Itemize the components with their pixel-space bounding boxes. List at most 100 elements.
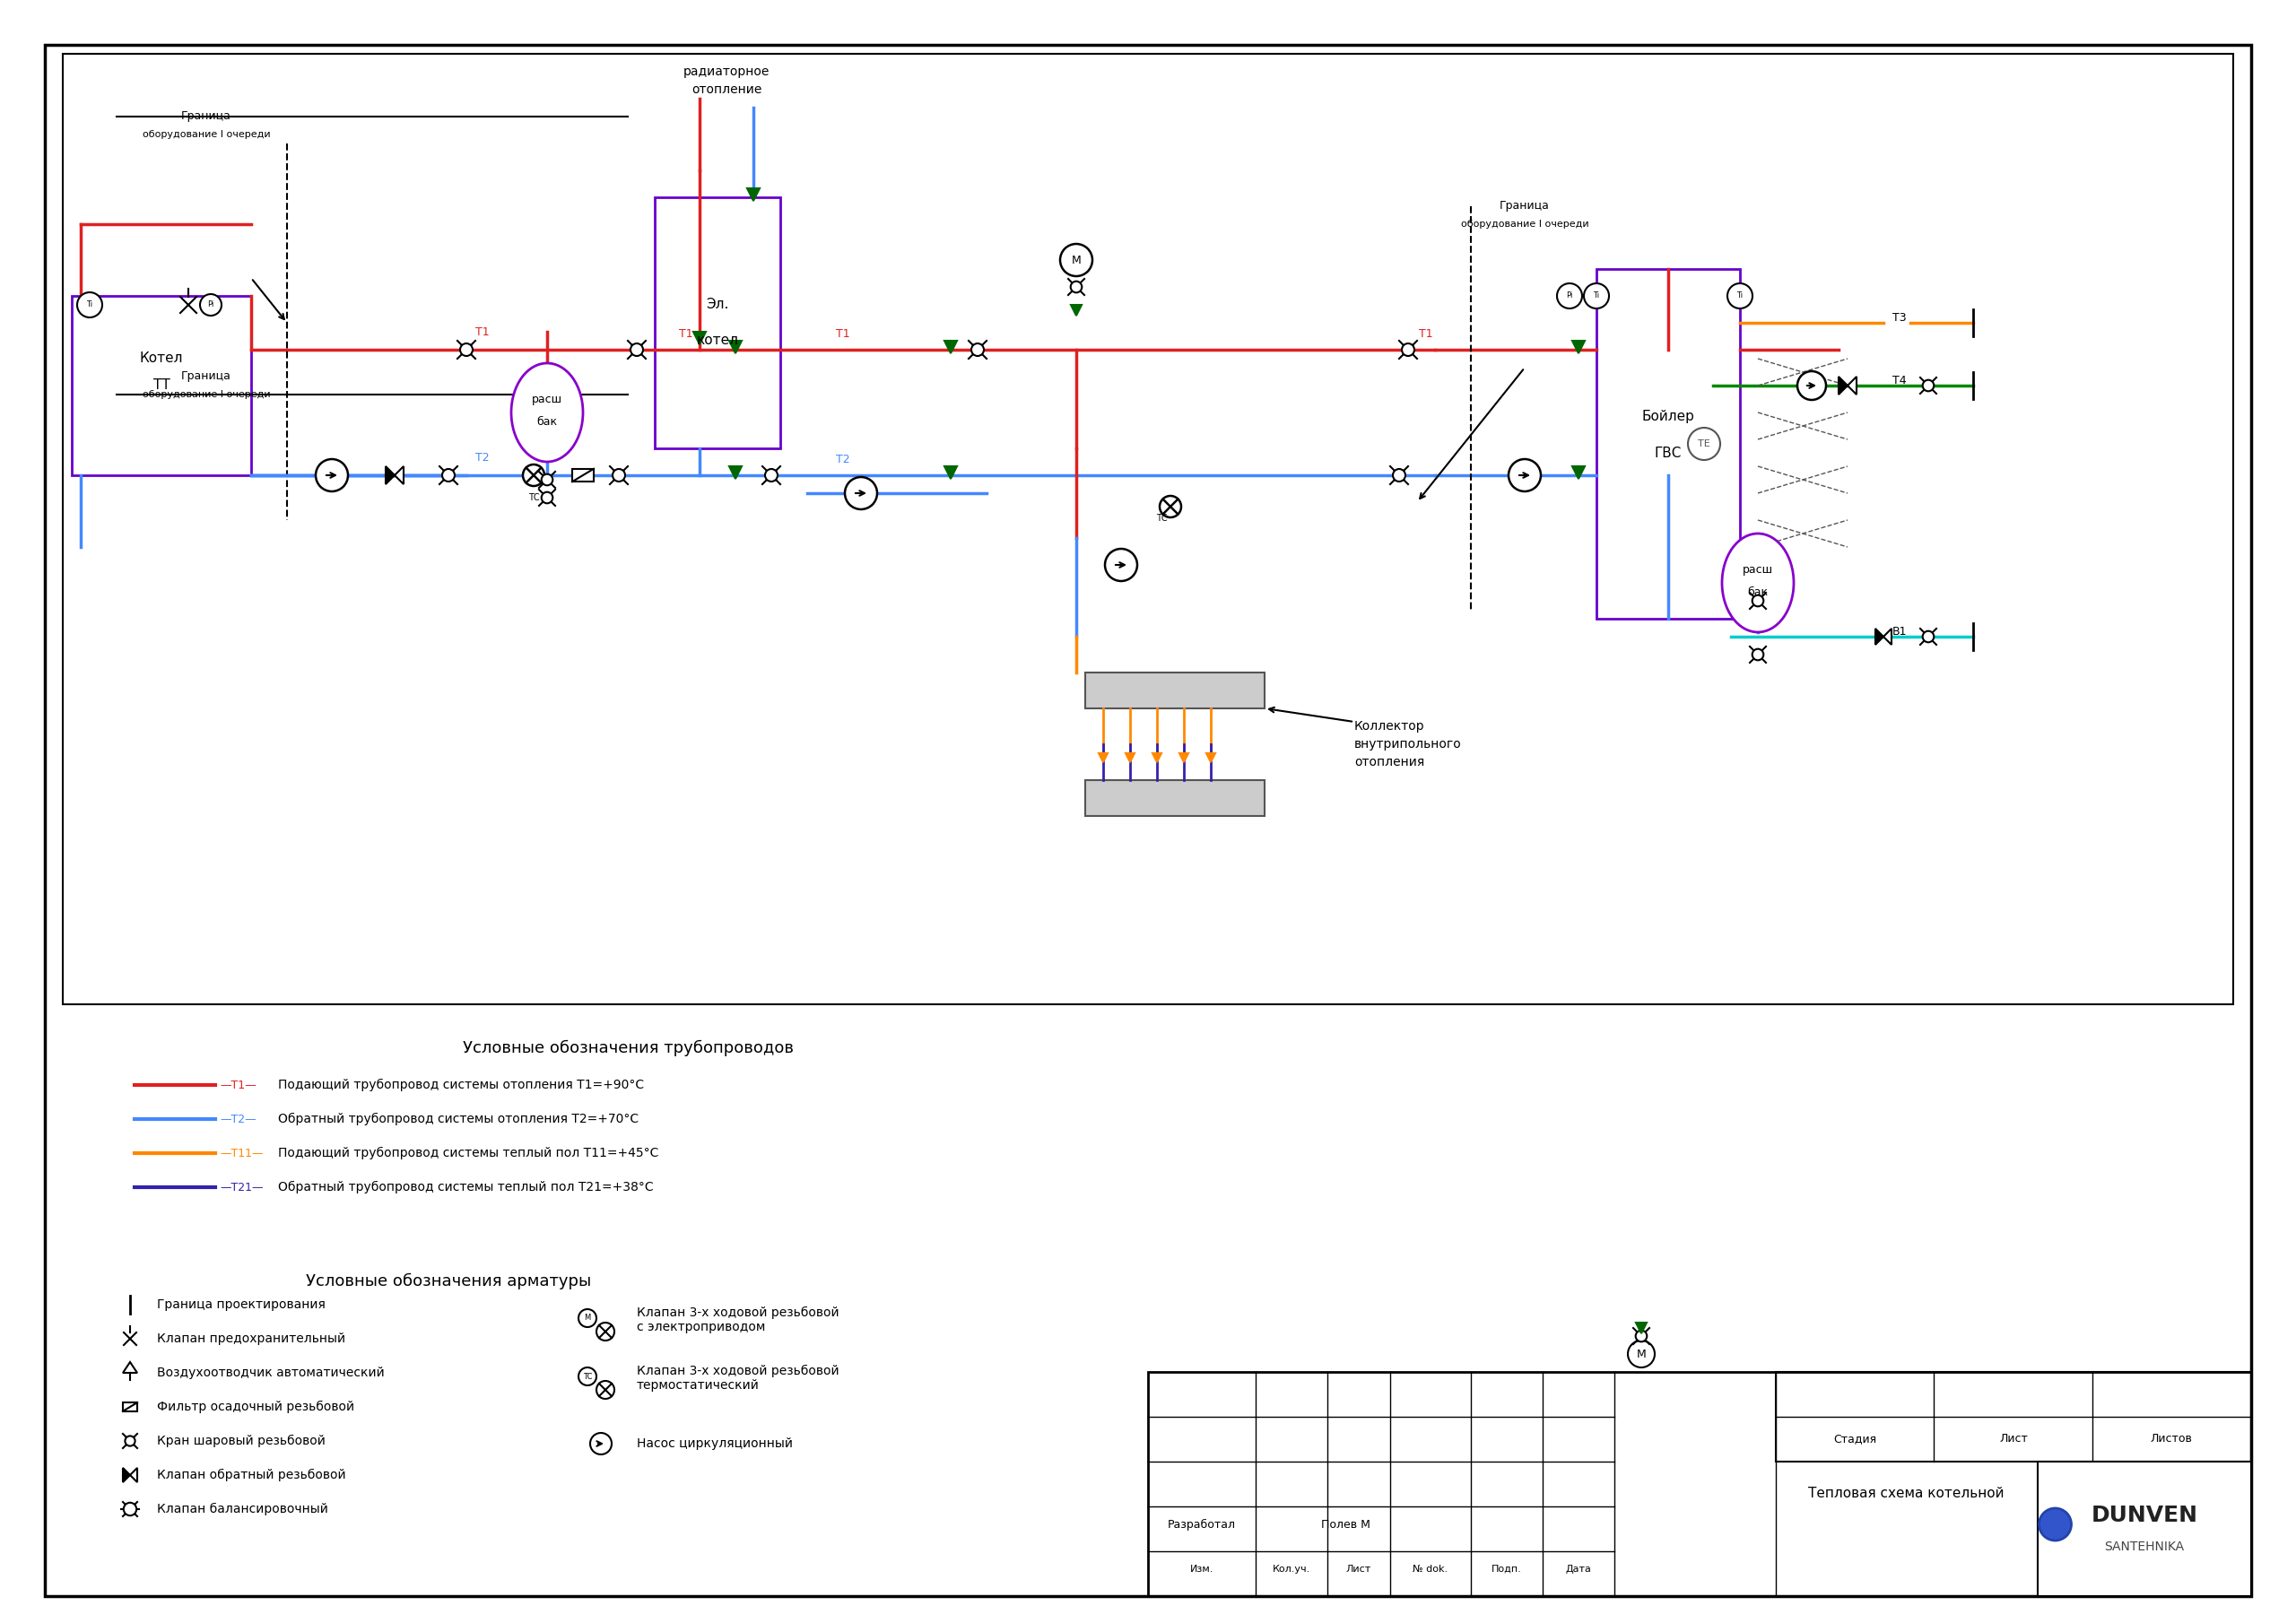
Text: оборудование I очереди: оборудование I очереди [142, 130, 271, 140]
Bar [124, 1402, 138, 1412]
Polygon shape [1100, 753, 1107, 763]
Bar [654, 198, 781, 448]
Text: оборудование I очереди: оборудование I очереди [1460, 219, 1589, 229]
Text: ТТ: ТТ [154, 378, 170, 393]
Text: M: M [1637, 1349, 1646, 1360]
Circle shape [1403, 344, 1414, 355]
Bar [1086, 781, 1265, 816]
Text: —T11—: —T11— [220, 1147, 264, 1159]
Circle shape [1061, 243, 1093, 276]
Polygon shape [131, 1467, 138, 1482]
Text: T1: T1 [680, 328, 693, 339]
Circle shape [1752, 649, 1763, 661]
Text: Стадия: Стадия [1832, 1433, 1876, 1444]
Text: T2: T2 [475, 451, 489, 463]
Text: Подающий трубопровод системы отопления Т1=+90°С: Подающий трубопровод системы отопления Т… [278, 1079, 645, 1091]
Polygon shape [1205, 753, 1215, 763]
Text: Бойлер: Бойлер [1642, 411, 1694, 424]
Circle shape [459, 344, 473, 355]
Polygon shape [386, 466, 395, 484]
Text: T1: T1 [836, 328, 850, 339]
Text: TE: TE [1699, 440, 1711, 448]
Polygon shape [1153, 753, 1162, 763]
Circle shape [523, 464, 544, 485]
Text: котел: котел [696, 334, 739, 347]
Text: Условные обозначения трубопроводов: Условные обозначения трубопроводов [461, 1040, 794, 1057]
Bar [2037, 1462, 2250, 1595]
Text: —T1—: —T1— [220, 1079, 257, 1091]
Text: № dok.: № dok. [1412, 1565, 1449, 1574]
Text: Кол.уч.: Кол.уч. [1272, 1565, 1311, 1574]
Circle shape [1727, 284, 1752, 308]
Polygon shape [1573, 466, 1584, 479]
Circle shape [1922, 380, 1933, 391]
Bar [1775, 1371, 2250, 1462]
Circle shape [597, 1323, 615, 1341]
Text: Граница: Граница [1499, 200, 1550, 213]
Text: TC: TC [583, 1373, 592, 1381]
Polygon shape [1883, 628, 1892, 644]
Circle shape [317, 459, 349, 492]
Circle shape [765, 469, 778, 482]
Circle shape [124, 1503, 135, 1516]
Circle shape [1752, 596, 1763, 607]
Text: Насос циркуляционный: Насос циркуляционный [636, 1438, 792, 1449]
Polygon shape [693, 331, 705, 344]
Text: оборудование I очереди: оборудование I очереди [142, 390, 271, 399]
Circle shape [597, 1381, 615, 1399]
Text: отопления: отопления [1355, 756, 1424, 768]
Text: B1: B1 [1892, 626, 1908, 638]
Text: Лист: Лист [1345, 1565, 1371, 1574]
Ellipse shape [1722, 534, 1793, 633]
Circle shape [542, 474, 553, 485]
Circle shape [1922, 631, 1933, 643]
Text: внутрипольного: внутрипольного [1355, 738, 1463, 750]
Circle shape [845, 477, 877, 510]
Polygon shape [944, 341, 957, 354]
Text: Эл.: Эл. [707, 299, 728, 312]
Polygon shape [730, 466, 742, 479]
Bar [71, 295, 250, 476]
Text: Т4: Т4 [1892, 375, 1906, 386]
Text: термостатический: термостатический [636, 1380, 760, 1391]
Text: Ti: Ti [1593, 292, 1600, 300]
Text: отопление: отопление [691, 83, 762, 96]
Polygon shape [1635, 1323, 1646, 1334]
Polygon shape [124, 1467, 131, 1482]
Circle shape [200, 294, 220, 315]
Text: с электроприводом: с электроприводом [636, 1321, 765, 1334]
Text: Коллектор: Коллектор [1355, 721, 1426, 732]
Circle shape [2039, 1508, 2071, 1540]
Bar [1148, 1371, 2250, 1595]
Bar [572, 469, 595, 482]
Circle shape [542, 492, 553, 503]
Text: бак: бак [537, 415, 558, 427]
Text: Воздухоотводчик автоматический: Воздухоотводчик автоматический [156, 1367, 383, 1380]
Circle shape [1584, 284, 1609, 308]
Text: Граница: Граница [181, 110, 232, 122]
Text: Листов: Листов [2151, 1433, 2193, 1444]
Text: Граница: Граница [181, 370, 232, 383]
Bar [62, 54, 2234, 1005]
Text: T2: T2 [836, 453, 850, 464]
Text: M: M [583, 1315, 590, 1323]
Text: DUNVEN: DUNVEN [2092, 1505, 2197, 1526]
Polygon shape [395, 466, 404, 484]
Text: Обратный трубопровод системы теплый пол Т21=+38°С: Обратный трубопровод системы теплый пол … [278, 1182, 654, 1193]
Text: Разработал: Разработал [1169, 1519, 1235, 1530]
Circle shape [1635, 1331, 1646, 1342]
Text: SANTEHNIKA: SANTEHNIKA [2103, 1540, 2183, 1553]
Circle shape [631, 344, 643, 355]
Text: Изм.: Изм. [1189, 1565, 1215, 1574]
Text: Граница проектирования: Граница проектирования [156, 1298, 326, 1311]
Text: ГВС: ГВС [1655, 446, 1681, 459]
Text: бак: бак [1747, 586, 1768, 597]
Text: —T21—: —T21— [220, 1182, 264, 1193]
Text: Условные обозначения арматуры: Условные обозначения арматуры [305, 1274, 590, 1290]
Circle shape [579, 1310, 597, 1328]
Polygon shape [1876, 628, 1883, 644]
Polygon shape [1573, 341, 1584, 354]
Polygon shape [746, 188, 760, 201]
Polygon shape [944, 466, 957, 479]
Text: Клапан предохранительный: Клапан предохранительный [156, 1332, 344, 1345]
